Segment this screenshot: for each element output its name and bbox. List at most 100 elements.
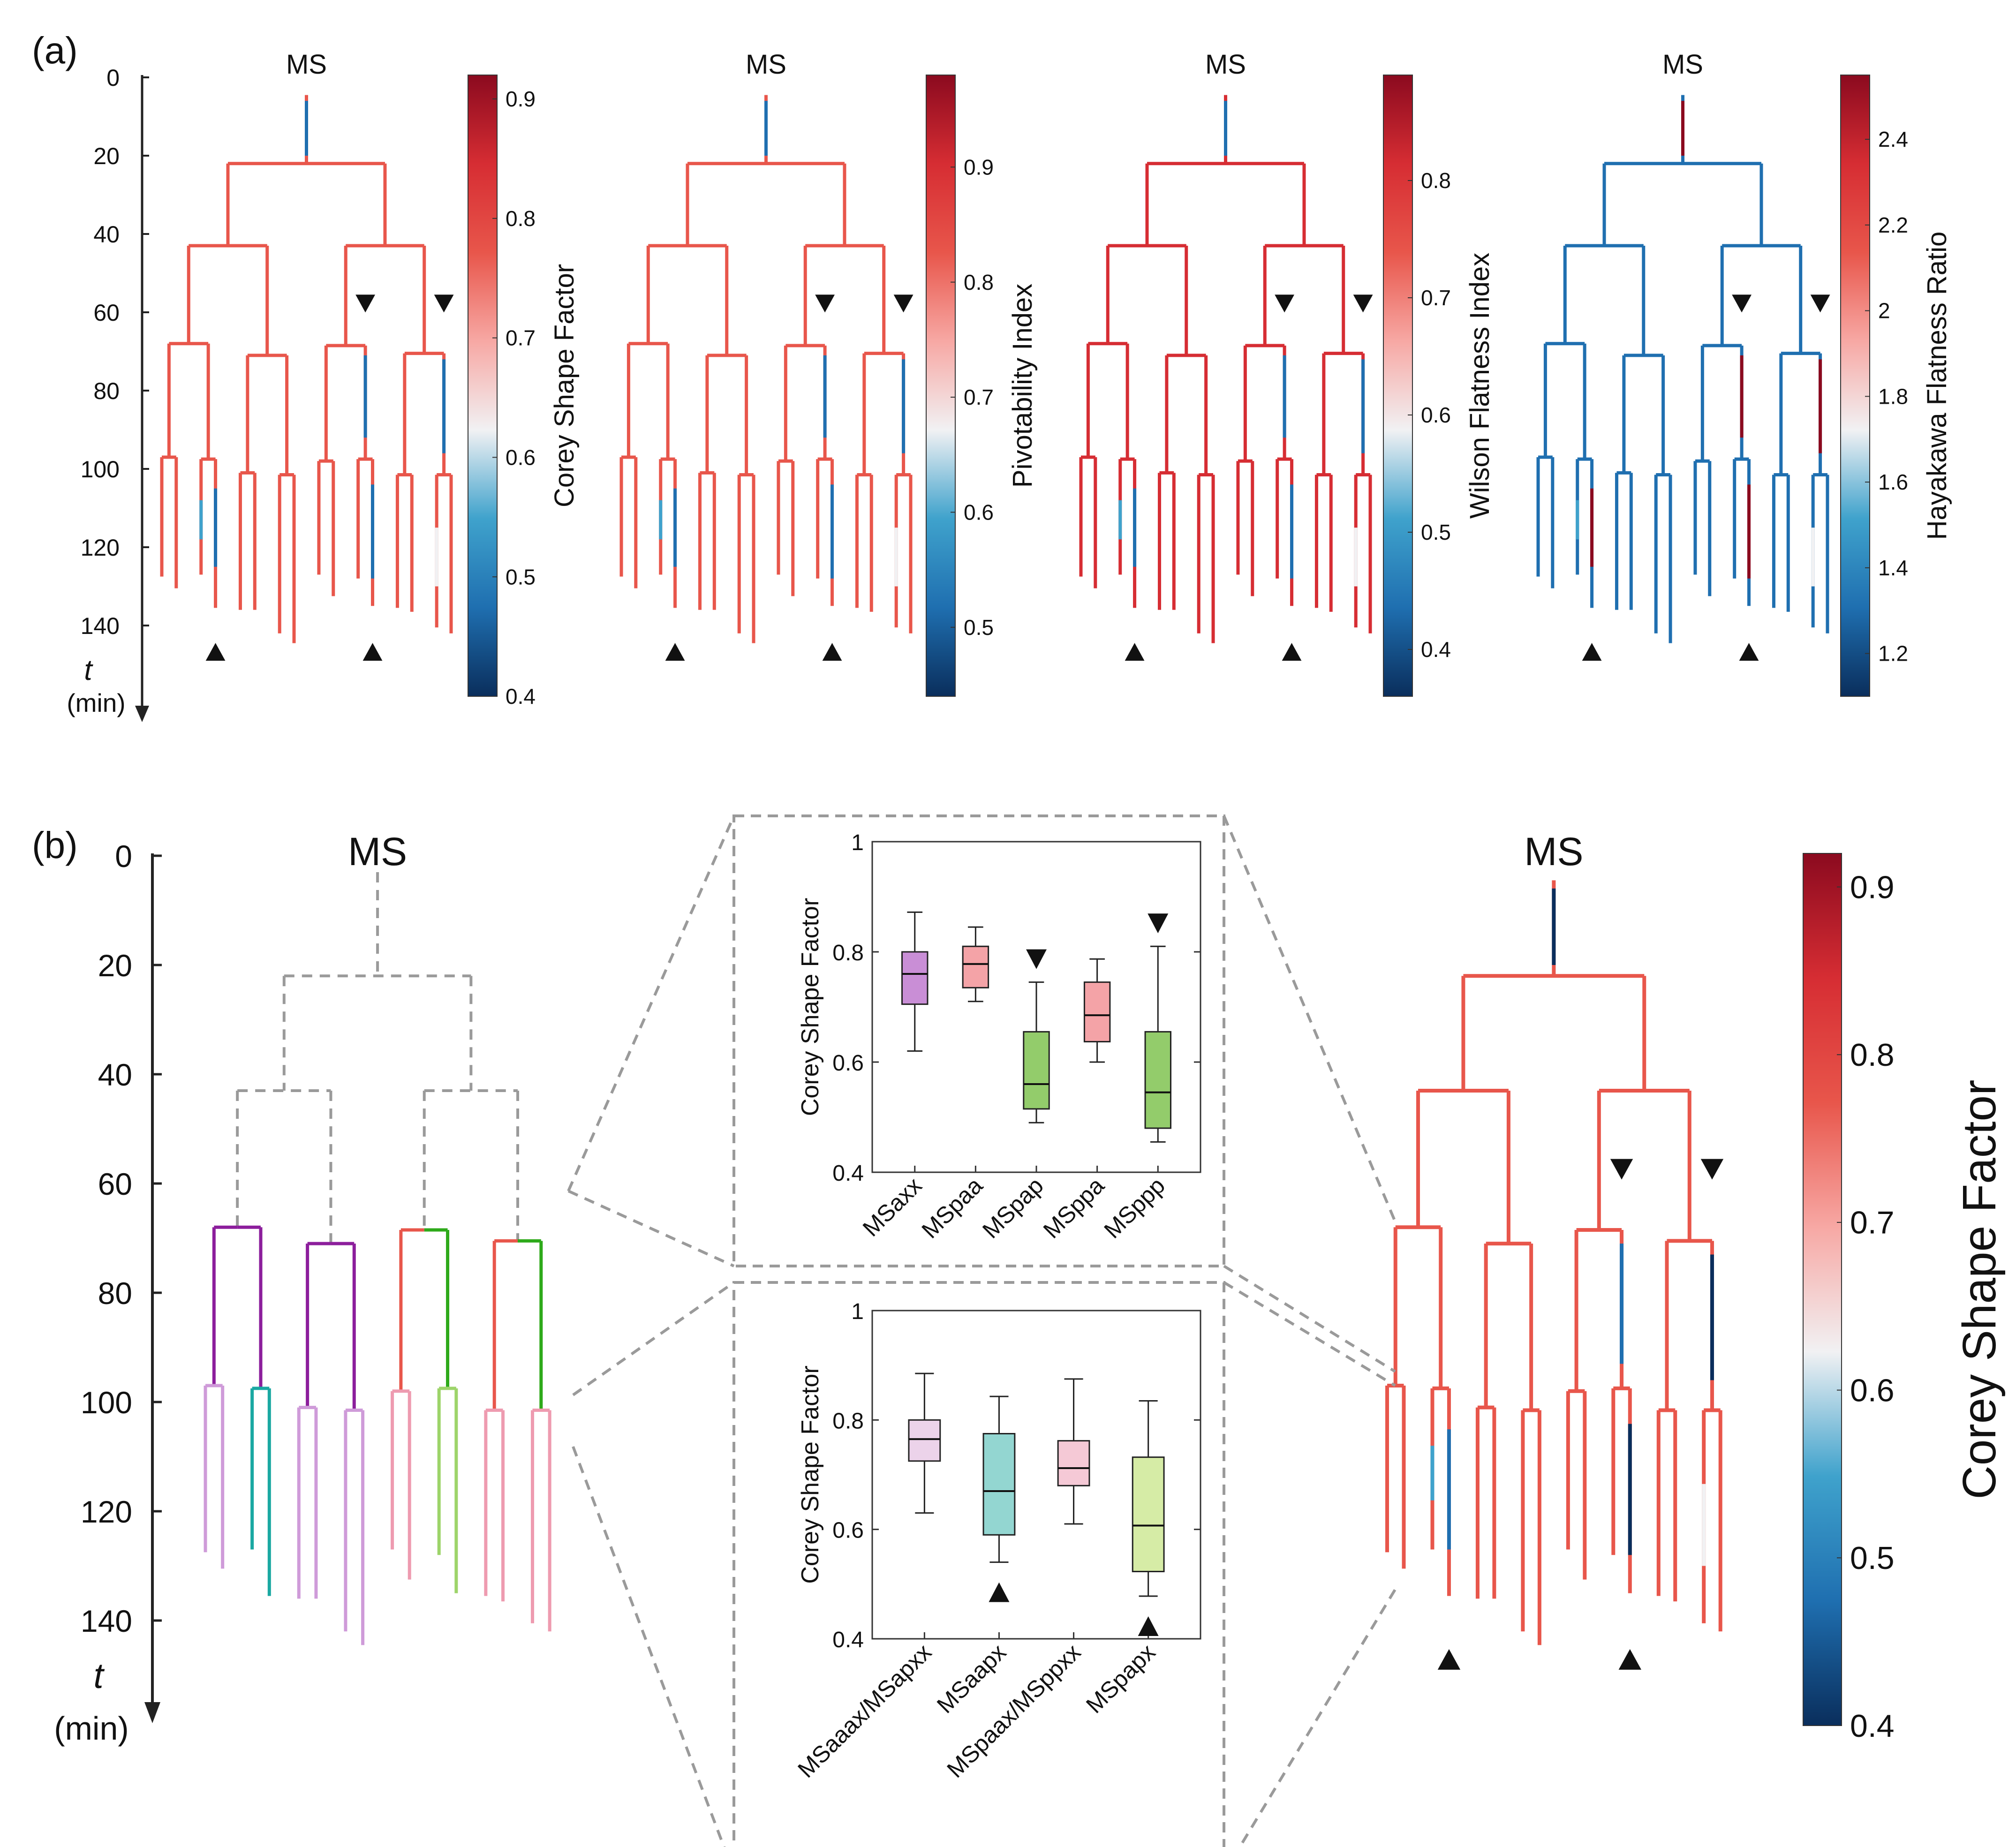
arrow-down-icon <box>815 294 835 313</box>
colorbar-tick-label: 0.6 <box>1850 1372 1895 1408</box>
arrow-down-icon <box>1353 294 1373 313</box>
lineage-root-label: MS <box>1662 49 1703 80</box>
colorbar-tick-label: 0.6 <box>964 500 994 525</box>
x-tick-label: MSaxx <box>858 1172 927 1242</box>
time-tick-label: 20 <box>98 948 132 983</box>
colorbar-tick-label: 0.8 <box>1850 1037 1895 1073</box>
arrow-down-icon <box>355 294 376 313</box>
arrow-down-icon <box>1026 949 1047 969</box>
colorbar-frame <box>1803 853 1842 1726</box>
x-tick-label: MSpaax/MSppxx <box>942 1639 1086 1783</box>
panel-b-content: MS MS 0.4 0.5 0.6 0.7 0.8 0.9 Corey Shape Factor… <box>204 814 2006 1847</box>
x-tick-label: MSpaa <box>917 1172 988 1244</box>
y-tick-label: 0.8 <box>832 941 864 965</box>
panel-a-time-axis: t (min) 0 20 40 60 80 100 120 140 <box>67 65 149 722</box>
colorbar-tick-label: 0.5 <box>506 565 536 589</box>
arrow-up-icon <box>1739 643 1759 661</box>
colorbar-tick-label: 1.2 <box>1878 641 1908 666</box>
time-tick-label: 80 <box>93 378 120 404</box>
time-tick-label: 40 <box>93 221 120 248</box>
box-body <box>908 1419 941 1462</box>
time-axis-unit: (min) <box>67 688 125 717</box>
time-tick-label: 80 <box>98 1276 132 1311</box>
colorbar-tick-label: 0.9 <box>1850 869 1895 905</box>
colorbar-tick-label: 0.5 <box>964 615 994 640</box>
time-tick-label: 0 <box>106 65 120 91</box>
y-axis-label: Corey Shape Factor <box>797 1365 824 1583</box>
dashed-connector <box>572 1446 726 1847</box>
x-tick-label: MSpapx <box>1081 1639 1160 1718</box>
arrow-up-icon <box>1138 1616 1159 1636</box>
inset-frame-1 <box>732 814 1225 1267</box>
y-tick-label: 0.4 <box>832 1161 864 1186</box>
arrow-up-icon <box>1282 643 1302 661</box>
dashed-connector <box>1223 1265 1396 1373</box>
time-tick-label: 20 <box>93 143 120 169</box>
colorbar-tick-label: 0.9 <box>506 87 536 111</box>
arrow-down-icon <box>893 294 914 313</box>
colorbar-gradient <box>1841 75 1870 696</box>
y-tick-label: 1 <box>851 1299 864 1324</box>
y-tick-label: 0.8 <box>832 1409 864 1433</box>
tree-panel-b: MS 0.4 0.5 0.6 0.7 0.8 0.9 Corey Shape Factor <box>1385 829 2006 1744</box>
x-tick-label: MSppp <box>1099 1172 1170 1244</box>
box-body <box>982 1433 1016 1536</box>
time-tick-label: 100 <box>81 456 120 482</box>
arrow-up-icon <box>1618 1649 1641 1670</box>
arrow-down-icon <box>1148 913 1169 934</box>
y-tick-label: 0.6 <box>832 1051 864 1076</box>
arrow-down-icon <box>1700 1159 1724 1180</box>
tree-panel-4: MS 1.2 1.4 1.6 1.8 2 2.2 2.4 Hayakawa Flatness R… <box>1536 49 1952 697</box>
colorbar-tick-label: 0.7 <box>1850 1205 1895 1241</box>
box-body <box>962 945 989 988</box>
tree-panel-3: MS 0.4 0.5 0.6 0.7 0.8 Wilson Flatness Index <box>1079 49 1495 697</box>
y-tick-label: 0.6 <box>832 1518 864 1543</box>
group-dendrogram: MS <box>204 829 551 1645</box>
colorbar-tick-label: 0.4 <box>1850 1708 1895 1744</box>
lineage-root-label: MS <box>746 49 786 80</box>
colorbar-tick-label: 0.4 <box>506 684 536 709</box>
lineage-root-label: MS <box>1205 49 1246 80</box>
x-tick-label: MSppa <box>1038 1172 1110 1244</box>
colorbar-gradient <box>1803 853 1842 1726</box>
time-tick-label: 40 <box>98 1057 132 1092</box>
colorbar-tick-label: 0.7 <box>964 385 994 409</box>
box-body <box>901 951 929 1005</box>
time-tick-label: 0 <box>115 839 132 874</box>
colorbar-tick-label: 0.4 <box>1421 637 1451 662</box>
arrow-up-icon <box>205 643 226 661</box>
colorbar-tick-label: 0.8 <box>964 270 994 294</box>
colorbar-gradient <box>468 75 497 696</box>
time-tick-label: 120 <box>81 535 120 561</box>
time-tick-label: 120 <box>81 1494 132 1529</box>
colorbar-gradient <box>1383 75 1412 696</box>
colorbar-tick-label: 0.9 <box>964 155 994 179</box>
colorbar-label: Pivotability Index <box>1007 284 1038 488</box>
time-tick-label: 60 <box>98 1167 132 1201</box>
box-body <box>1057 1440 1090 1486</box>
colorbar-tick-label: 2.4 <box>1878 127 1908 151</box>
inset-frames <box>567 814 1397 1847</box>
colorbar-tick-label: 0.7 <box>1421 286 1451 310</box>
arrow-up-icon <box>362 643 383 661</box>
x-tick-label: MSaaax/MSapxx <box>793 1639 936 1783</box>
colorbar-tick-label: 0.8 <box>1421 168 1451 193</box>
colorbar-frame <box>468 75 498 697</box>
arrow-up-icon <box>1582 643 1602 661</box>
panel-b-time-axis: t (min) 0 20 40 60 80 100 120 140 <box>54 839 162 1747</box>
colorbar-tick-label: 0.5 <box>1850 1540 1895 1576</box>
arrow-up-icon <box>989 1582 1010 1602</box>
arrow-up-icon <box>822 643 842 661</box>
dashed-connector <box>567 1190 735 1267</box>
time-tick-label: 100 <box>81 1385 132 1420</box>
arrow-up-icon <box>1125 643 1145 661</box>
arrow-down-icon <box>1732 294 1752 313</box>
time-axis-arrowhead <box>135 706 149 722</box>
colorbar-tick-label: 2 <box>1878 299 1890 323</box>
arrow-down-icon <box>1810 294 1830 313</box>
time-axis-unit-b: (min) <box>54 1710 128 1747</box>
colorbar-tick-label: 0.7 <box>506 326 536 350</box>
time-axis-arrowhead-b <box>144 1702 160 1723</box>
